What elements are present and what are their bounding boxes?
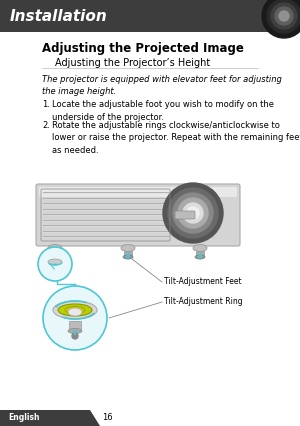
- FancyBboxPatch shape: [36, 184, 240, 246]
- Circle shape: [267, 0, 300, 33]
- Ellipse shape: [48, 245, 62, 251]
- Text: 16: 16: [102, 414, 112, 423]
- Ellipse shape: [195, 255, 205, 259]
- Ellipse shape: [53, 301, 97, 319]
- Ellipse shape: [58, 304, 92, 316]
- Circle shape: [173, 193, 213, 233]
- Ellipse shape: [68, 328, 82, 334]
- Circle shape: [262, 0, 300, 38]
- Ellipse shape: [193, 245, 207, 251]
- Ellipse shape: [50, 255, 60, 259]
- Ellipse shape: [48, 259, 62, 265]
- Text: Adjusting the Projected Image: Adjusting the Projected Image: [42, 42, 244, 55]
- Text: The projector is equipped with elevator feet for adjusting
the image height.: The projector is equipped with elevator …: [42, 75, 282, 97]
- Circle shape: [271, 3, 297, 29]
- Circle shape: [43, 286, 107, 350]
- Ellipse shape: [65, 306, 85, 314]
- Circle shape: [187, 207, 199, 219]
- Text: Tilt-Adjustment Feet: Tilt-Adjustment Feet: [164, 277, 242, 287]
- Ellipse shape: [121, 245, 135, 251]
- Text: English: English: [8, 414, 40, 423]
- Circle shape: [275, 7, 293, 25]
- FancyBboxPatch shape: [175, 211, 195, 219]
- Circle shape: [72, 333, 78, 339]
- Text: 2.: 2.: [42, 121, 50, 130]
- Text: Installation: Installation: [10, 9, 108, 24]
- Text: Locate the adjustable foot you wish to modify on the
underside of the projector.: Locate the adjustable foot you wish to m…: [52, 100, 274, 121]
- Circle shape: [163, 183, 223, 243]
- FancyBboxPatch shape: [69, 321, 81, 331]
- Text: 1.: 1.: [42, 100, 50, 109]
- Text: Tilt-Adjustment Ring: Tilt-Adjustment Ring: [164, 297, 243, 306]
- Polygon shape: [0, 410, 100, 426]
- FancyBboxPatch shape: [39, 187, 237, 197]
- Circle shape: [38, 247, 72, 281]
- FancyBboxPatch shape: [196, 251, 204, 257]
- Ellipse shape: [68, 308, 82, 316]
- Circle shape: [168, 188, 218, 238]
- FancyBboxPatch shape: [0, 0, 300, 32]
- Circle shape: [183, 203, 203, 223]
- Circle shape: [279, 11, 289, 21]
- Ellipse shape: [123, 255, 133, 259]
- FancyBboxPatch shape: [124, 251, 132, 257]
- FancyBboxPatch shape: [51, 251, 59, 257]
- Text: Rotate the adjustable rings clockwise/anticlockwise to
lower or raise the projec: Rotate the adjustable rings clockwise/an…: [52, 121, 300, 155]
- Text: Adjusting the Projector’s Height: Adjusting the Projector’s Height: [55, 58, 210, 68]
- Circle shape: [178, 198, 208, 228]
